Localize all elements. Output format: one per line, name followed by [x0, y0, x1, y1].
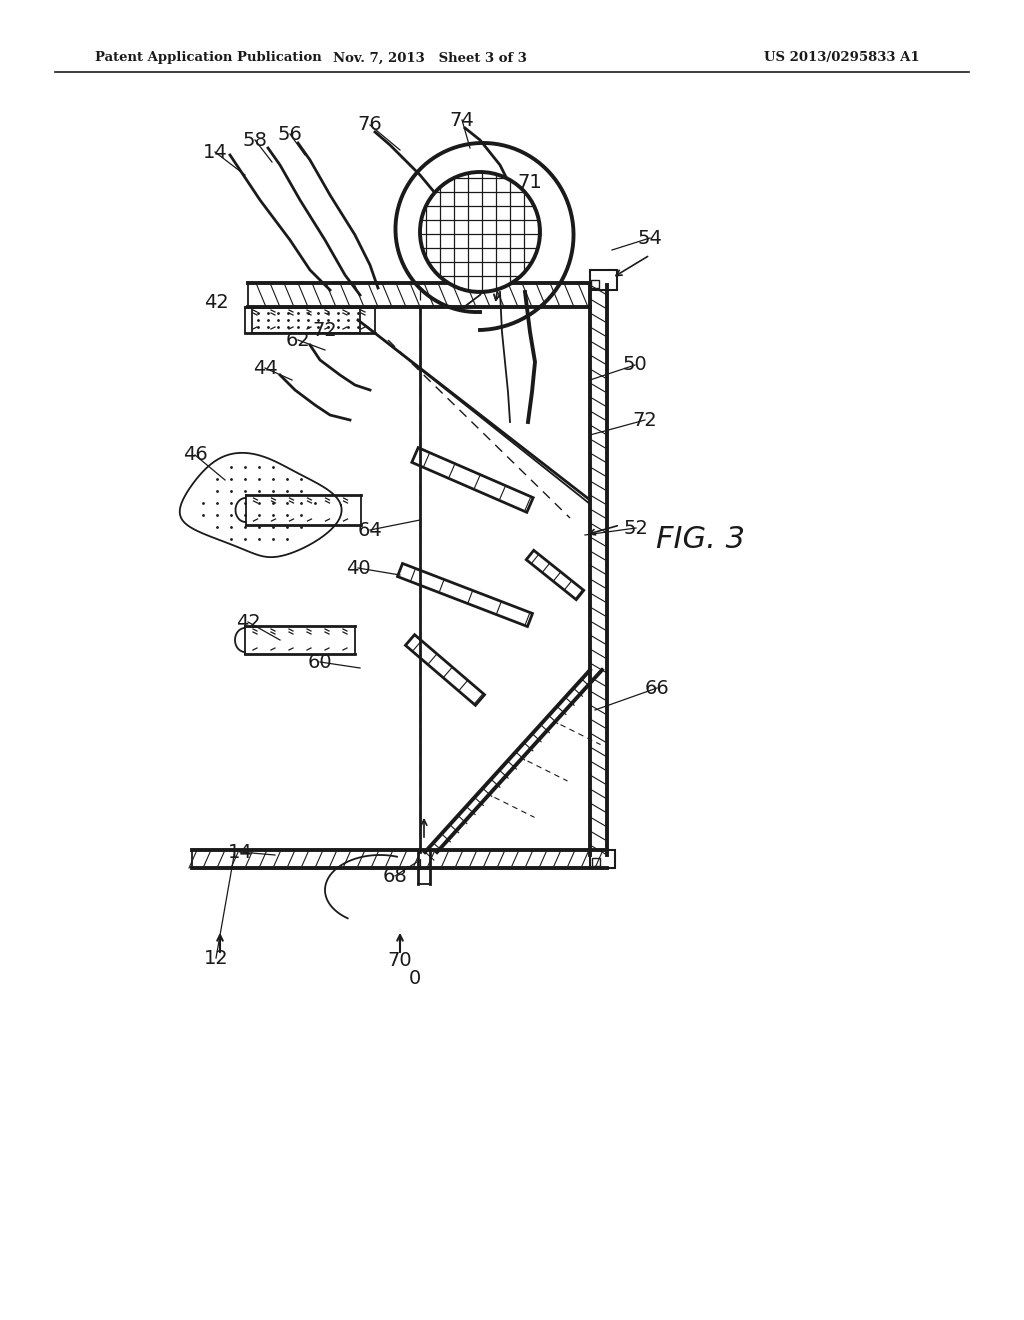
Text: 58: 58: [243, 131, 267, 149]
Text: 46: 46: [182, 446, 208, 465]
Text: Patent Application Publication: Patent Application Publication: [95, 51, 322, 65]
Text: 12: 12: [204, 949, 228, 968]
Text: 76: 76: [357, 116, 382, 135]
Text: 68: 68: [383, 866, 408, 886]
Text: 52: 52: [624, 519, 648, 537]
Text: 14: 14: [203, 143, 227, 161]
Text: 40: 40: [346, 558, 371, 578]
Bar: [592, 858, 600, 866]
Text: 42: 42: [204, 293, 228, 312]
Polygon shape: [526, 550, 584, 599]
Text: 66: 66: [645, 678, 670, 697]
Text: 72: 72: [633, 411, 657, 429]
Bar: [590, 850, 615, 869]
Text: 14: 14: [227, 842, 252, 862]
Text: Nov. 7, 2013   Sheet 3 of 3: Nov. 7, 2013 Sheet 3 of 3: [333, 51, 527, 65]
Circle shape: [420, 172, 540, 292]
Text: 70: 70: [388, 950, 413, 969]
Text: 71: 71: [517, 173, 543, 191]
Bar: [590, 271, 617, 290]
Text: 72: 72: [312, 321, 337, 339]
Text: 64: 64: [357, 520, 382, 540]
Text: 44: 44: [253, 359, 278, 378]
Text: 62: 62: [286, 330, 310, 350]
Bar: [591, 280, 599, 288]
Text: 74: 74: [450, 111, 474, 129]
Text: 56: 56: [278, 124, 302, 144]
Text: US 2013/0295833 A1: US 2013/0295833 A1: [764, 51, 920, 65]
Text: 50: 50: [623, 355, 647, 375]
Text: 54: 54: [638, 228, 663, 248]
Polygon shape: [412, 447, 534, 512]
Text: FIG. 3: FIG. 3: [655, 525, 744, 554]
Polygon shape: [397, 564, 532, 627]
Polygon shape: [406, 635, 484, 705]
Text: 42: 42: [236, 612, 260, 631]
Text: 0: 0: [409, 969, 421, 987]
Text: 60: 60: [307, 652, 333, 672]
